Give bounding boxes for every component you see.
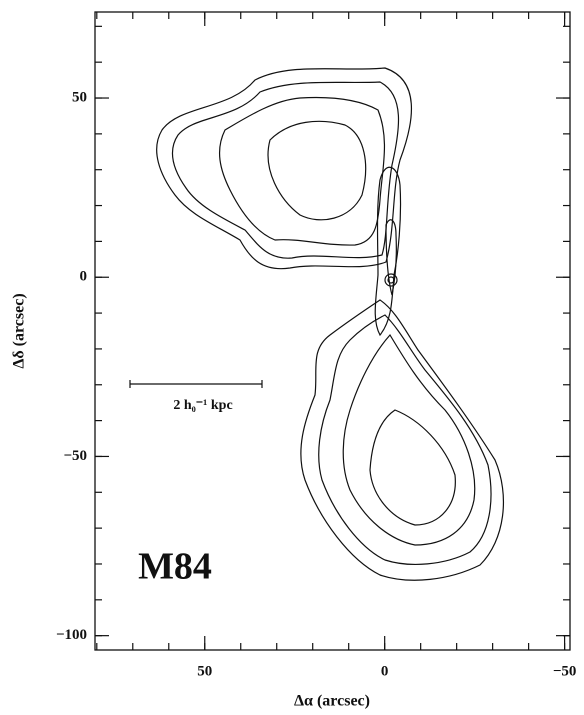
scale-bar-label: 2 h₀⁻¹ kpc bbox=[173, 398, 232, 413]
contour bbox=[156, 67, 413, 270]
contour bbox=[267, 120, 367, 221]
contour bbox=[219, 96, 386, 246]
annotation: M84 bbox=[138, 546, 212, 588]
y-axis-label: Δδ (arcsec) bbox=[11, 293, 28, 368]
y-tick-label: −50 bbox=[63, 448, 87, 464]
contour bbox=[300, 299, 505, 581]
contour bbox=[171, 81, 400, 259]
contour bbox=[342, 333, 476, 546]
x-tick-label: 50 bbox=[197, 663, 212, 679]
contours bbox=[156, 67, 505, 581]
contour bbox=[369, 409, 456, 526]
contour bbox=[318, 314, 492, 565]
y-tick-label: 0 bbox=[80, 269, 88, 285]
x-axis-label: Δα (arcsec) bbox=[294, 693, 370, 710]
x-tick-label: 0 bbox=[381, 663, 389, 679]
y-tick-label: 50 bbox=[72, 89, 87, 105]
x-tick-label: −50 bbox=[553, 663, 577, 679]
contour bbox=[384, 273, 398, 287]
plot-frame bbox=[94, 11, 571, 651]
contour bbox=[385, 219, 397, 296]
y-tick-label: −100 bbox=[56, 627, 87, 643]
contour bbox=[387, 276, 395, 284]
